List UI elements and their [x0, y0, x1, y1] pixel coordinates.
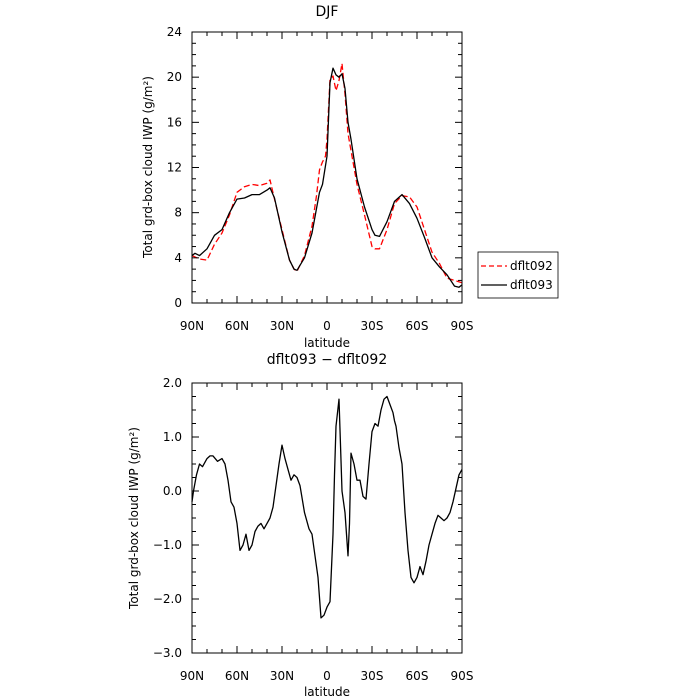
y-tick-label: 20: [167, 70, 182, 84]
bottom-y-axis-label: Total grd-box cloud IWP (g/m²): [127, 427, 141, 610]
x-tick-label: 0: [323, 669, 331, 683]
x-tick-label: 30N: [270, 669, 294, 683]
y-tick-label: 8: [174, 206, 182, 220]
y-tick-label: 0: [174, 296, 182, 310]
legend-label-dflt093: dflt093: [510, 278, 553, 292]
legend-box: [477, 251, 559, 299]
bottom-x-axis-label: latitude: [304, 685, 350, 699]
x-tick-label: 90N: [180, 319, 204, 333]
y-tick-label: 1.0: [163, 430, 182, 444]
x-tick-label: 0: [323, 319, 331, 333]
legend-label-dflt092: dflt092: [510, 259, 553, 273]
x-tick-label: 60S: [406, 319, 429, 333]
top-x-axis-label: latitude: [304, 336, 350, 350]
top-y-axis-label: Total grd-box cloud IWP (g/m²): [141, 76, 155, 259]
x-tick-label: 60S: [406, 669, 429, 683]
bottom-plot-frame: [191, 382, 463, 654]
x-tick-label: 60N: [225, 319, 249, 333]
y-tick-label: 0.0: [163, 484, 182, 498]
x-tick-label: 90S: [451, 669, 474, 683]
x-tick-label: 60N: [225, 669, 249, 683]
y-tick-label: 12: [167, 161, 182, 175]
series-line-series-0: [191, 395, 463, 619]
x-tick-label: 30S: [361, 669, 384, 683]
legend: dflt092 dflt093: [477, 251, 559, 299]
y-tick-label: −3.0: [153, 646, 182, 660]
y-tick-label: 4: [174, 251, 182, 265]
top-plot-frame: [191, 31, 463, 304]
x-tick-label: 90N: [180, 669, 204, 683]
y-tick-label: 2.0: [163, 376, 182, 390]
top-chart-title: DJF: [316, 4, 339, 20]
x-tick-label: 90S: [451, 319, 474, 333]
y-tick-label: 24: [167, 25, 182, 39]
y-tick-label: −2.0: [153, 592, 182, 606]
x-tick-label: 30S: [361, 319, 384, 333]
top-panel: DJF 90N 60N 30N 0 30S 60S 90S 0 4 8 12 16 20 24 latit…: [141, 4, 559, 350]
y-tick-label: 16: [167, 115, 182, 129]
series-line-dflt093: [191, 67, 463, 288]
y-tick-label: −1.0: [153, 538, 182, 552]
x-tick-label: 30N: [270, 319, 294, 333]
bottom-chart-title: dflt093 − dflt092: [267, 352, 387, 368]
bottom-panel: dflt093 − dflt092 90N 60N 30N 0 30S 60S 90S 2.0…: [127, 352, 473, 699]
series-line-dflt092: [191, 62, 463, 284]
